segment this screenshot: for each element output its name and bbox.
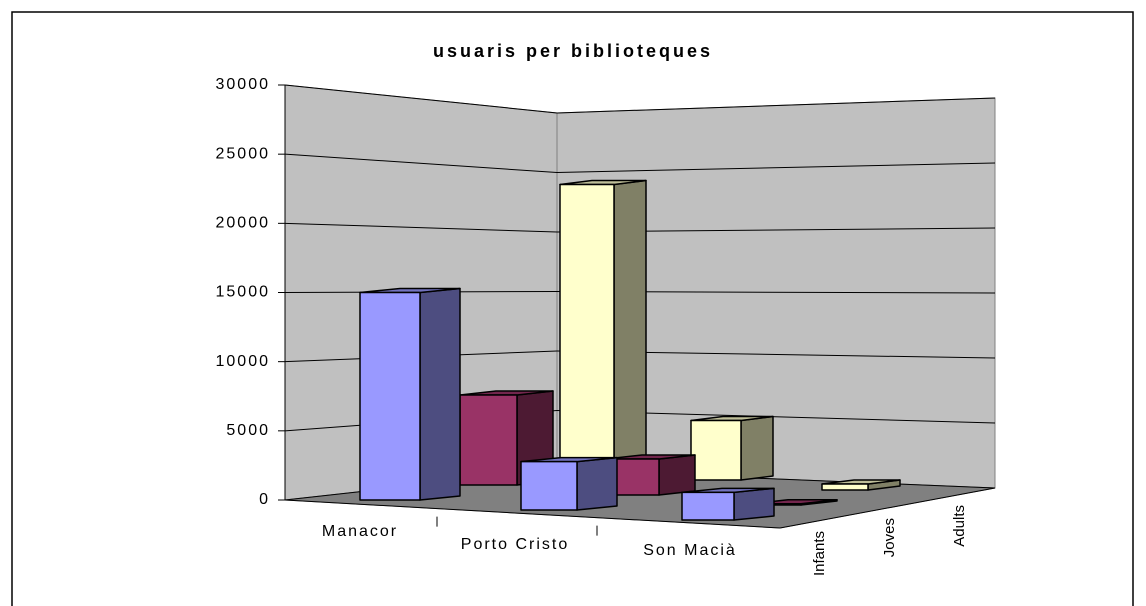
bar-side: [576, 456, 618, 511]
chart-title: usuaris per biblioteques: [433, 41, 713, 61]
bar: [681, 491, 735, 521]
y-tick-label: 20000: [216, 215, 271, 232]
y-tick-label: 30000: [216, 76, 271, 93]
y-tick-label: 5000: [226, 422, 270, 439]
bar: [359, 291, 421, 501]
legend-label: Joves: [881, 518, 898, 557]
x-tick-label: Porto Cristo: [461, 536, 569, 553]
bar-side: [658, 454, 696, 496]
grid-line: [284, 222, 558, 233]
bar: [821, 483, 869, 491]
bar: [520, 460, 578, 511]
y-tick-label: 15000: [216, 284, 271, 301]
y-tick-label: 10000: [216, 353, 271, 370]
x-axis: [284, 499, 781, 529]
bar: [559, 183, 615, 471]
grid-line: [556, 97, 996, 114]
bar: [459, 394, 518, 486]
grid-line: [284, 84, 558, 114]
x-tick-label: Manacor: [322, 523, 398, 540]
bar-side: [740, 415, 774, 481]
y-tick-label: 25000: [216, 145, 271, 162]
x-tick-label: Son Macià: [643, 542, 737, 559]
legend-label: Infants: [811, 531, 828, 576]
bar: [690, 419, 742, 481]
depth-axis: [779, 487, 996, 529]
grid-line: [556, 162, 996, 173]
grid-line: [284, 153, 558, 173]
y-tick-label: 0: [259, 491, 270, 508]
legend-label: Adults: [951, 505, 968, 547]
bar-side: [419, 287, 461, 501]
bar-side: [613, 179, 647, 471]
bar-side: [733, 487, 775, 521]
